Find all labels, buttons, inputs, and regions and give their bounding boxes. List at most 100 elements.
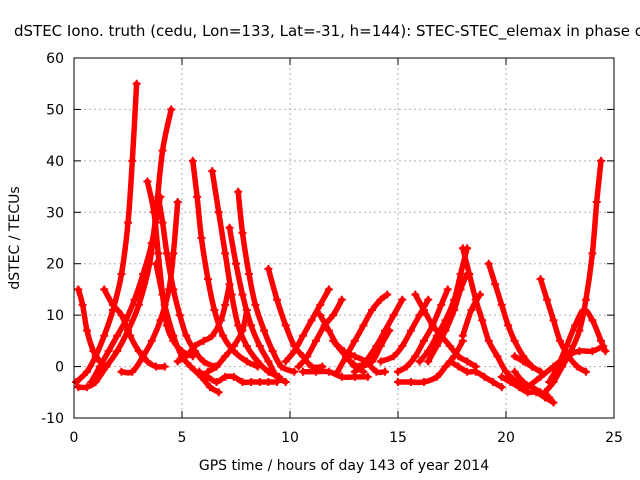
y-axis-label: dSTEC / TECUs [7,186,23,289]
x-tick-labels: 0 5 10 15 20 25 [70,430,623,446]
data-point-marker [277,362,286,371]
data-point-marker [117,270,126,278]
data-point-marker [158,146,167,155]
data-point-marker [411,352,420,361]
data-point-marker [350,367,359,376]
data-point-marker [128,156,137,165]
data-point-marker [307,316,316,325]
data-point-marker [443,285,452,294]
data-point-marker [281,378,290,386]
data-point-marker [355,362,364,371]
data-point-marker [160,300,169,309]
data-point-marker [406,378,415,386]
data-point-marker [432,331,441,340]
data-point-marker [139,352,148,361]
y-tick-label: 40 [46,154,64,170]
data-point-marker [143,177,152,186]
data-point-marker [432,342,441,350]
data-point-marker [450,352,459,361]
data-point-marker [588,347,597,356]
data-point-marker [232,259,240,268]
data-point-marker [147,239,156,248]
data-point-marker [89,347,98,356]
data-point-marker [251,300,260,309]
data-point-marker [579,306,588,314]
y-tick-labels: -10 0 10 20 30 40 50 60 [41,51,64,427]
data-point-marker [156,316,165,325]
data-point-marker [238,326,247,335]
data-point-marker [154,249,163,258]
data-point-marker [510,367,519,376]
data-point-marker [126,331,135,340]
data-point-marker [497,300,506,309]
x-tick-label: 25 [605,430,623,446]
data-point-marker [406,326,415,335]
data-point-marker [411,290,420,299]
series-line-38 [542,158,604,396]
data-point-marker [264,357,273,366]
data-point-marker [281,357,290,366]
data-point-marker [573,362,582,371]
data-point-marker [394,378,402,386]
data-point-marker [398,342,407,350]
data-point-marker [134,347,143,356]
data-point-marker [227,290,236,299]
data-point-marker [437,300,446,309]
x-tick-label: 10 [281,430,299,446]
data-point-marker [359,367,368,376]
data-point-marker [121,316,130,325]
series-line-15 [196,368,280,386]
data-point-marker [514,383,523,392]
data-point-marker [234,321,243,330]
data-point-marker [523,383,532,392]
data-point-marker [113,347,122,356]
data-point-marker [588,316,597,325]
data-point-marker [599,342,608,350]
data-point-marker [268,347,277,356]
data-point-marker [104,347,113,356]
data-point-marker [247,321,256,330]
data-point-marker [385,326,394,335]
data-point-marker [419,336,428,345]
data-point-marker [324,326,333,335]
data-point-marker [419,378,428,386]
data-point-marker [480,372,489,381]
x-axis-label: GPS time / hours of day 143 of year 2014 [199,458,489,474]
data-point-marker [82,326,91,335]
data-point-marker [253,357,262,366]
data-point-marker [458,244,467,253]
data-point-marker [182,352,191,361]
data-point-marker [294,362,303,371]
data-point-marker [543,295,552,304]
data-point-marker [238,290,247,299]
data-point-marker [471,367,480,376]
data-point-marker [359,321,368,330]
data-point-marker [329,311,338,320]
data-point-marker [432,372,441,381]
data-point-marker [394,367,402,376]
data-point-marker [389,311,398,320]
data-point-marker [456,285,465,294]
series-layer [72,79,610,407]
data-point-marker [255,342,264,350]
data-point-marker [193,192,202,201]
data-point-marker [381,367,390,376]
data-point-marker [158,218,167,227]
data-point-marker [372,367,381,376]
data-point-marker [132,79,141,88]
data-point-marker [95,362,104,371]
data-point-marker [311,336,320,345]
data-point-marker [160,362,169,371]
data-point-marker [124,218,132,227]
data-point-marker [454,362,463,371]
data-point-marker [549,398,558,407]
data-point-marker [74,383,83,392]
series-line-41 [511,353,544,375]
data-point-marker [188,156,197,165]
series-line-39 [546,307,609,385]
data-point-marker [562,352,571,361]
data-point-marker [368,357,377,366]
data-point-marker [497,383,506,392]
data-point-marker [229,342,238,350]
data-point-marker [143,357,152,366]
